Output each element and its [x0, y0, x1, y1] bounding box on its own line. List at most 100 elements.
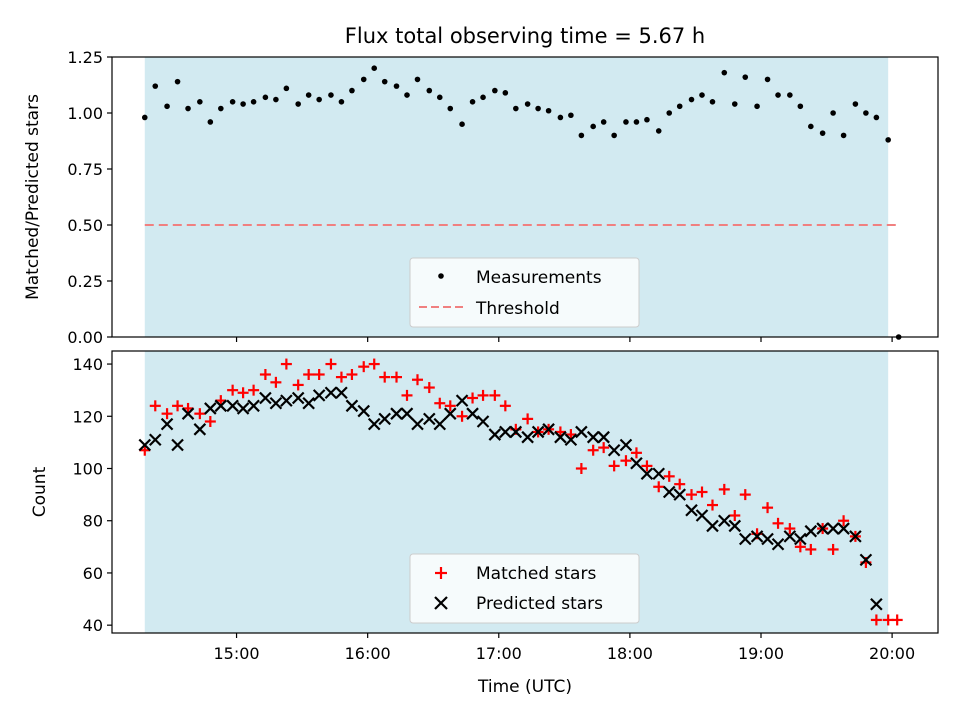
measurement-point — [830, 110, 836, 116]
matched-stars-point — [641, 460, 653, 472]
measurement-point — [709, 99, 716, 105]
predicted-stars-point — [269, 396, 283, 410]
y-tick-label: 60 — [83, 564, 103, 583]
predicted-stars-point — [783, 530, 797, 543]
measurement-point — [469, 99, 476, 105]
predicted-stars-point — [411, 417, 424, 431]
measurement-point — [742, 74, 749, 80]
measurement-point — [273, 96, 279, 103]
matched-stars-point — [379, 371, 391, 383]
measurement-point — [164, 103, 170, 110]
predicted-stars-point — [226, 399, 239, 413]
y-tick-label: 40 — [83, 616, 103, 635]
measurement-point — [426, 87, 433, 94]
matched-stars-point — [805, 543, 817, 555]
predicted-stars-point — [259, 391, 272, 405]
predicted-stars-point — [367, 417, 381, 431]
measurement-point — [535, 105, 541, 112]
predicted-stars-point — [685, 503, 698, 517]
bottom-x-ticks: 15:00 16:00 17:00 18:00 19:00 20:00 — [214, 633, 915, 663]
matched-stars-point — [772, 517, 784, 529]
predicted-stars-point — [630, 456, 643, 470]
matched-stars-point — [292, 379, 304, 391]
predicted-stars-point — [499, 425, 512, 439]
legend-predicted-label: Predicted stars — [476, 594, 603, 614]
measurement-point — [283, 85, 290, 92]
measurement-point — [699, 92, 705, 98]
matched-stars-point — [706, 499, 718, 511]
matched-stars-point — [587, 444, 599, 456]
predicted-stars-point — [433, 417, 447, 431]
top-y-ticks: 0.00 0.25 0.50 0.75 1.00 1.25 — [67, 48, 112, 347]
top-panel-frame — [111, 56, 939, 338]
predicted-stars-point — [761, 532, 774, 546]
measurement-point — [840, 132, 847, 139]
measurement-point — [414, 76, 421, 83]
legend-predicted-marker — [434, 596, 448, 610]
measurement-point — [513, 105, 519, 112]
matched-stars-point — [794, 541, 806, 553]
matched-stars-point — [467, 392, 479, 404]
bottom-y-axis-label: Count — [30, 466, 50, 517]
matched-stars-point — [270, 376, 282, 388]
predicted-stars-point — [345, 399, 359, 413]
predicted-stars-point — [193, 423, 207, 436]
predicted-stars-point — [302, 396, 315, 410]
predicted-stars-point — [673, 488, 686, 501]
matched-stars-point — [608, 460, 620, 472]
measurement-point — [197, 99, 203, 105]
measurement-point — [492, 87, 498, 94]
top-y-axis-label: Matched/Predicted stars — [23, 94, 43, 300]
matched-stars-point — [358, 361, 370, 373]
predicted-stars-point — [204, 402, 217, 415]
predicted-stars-point — [738, 532, 752, 546]
matched-stars-point — [477, 389, 489, 401]
matched-stars-point — [739, 489, 751, 501]
measurement-point — [819, 130, 826, 136]
measurement-point — [590, 123, 596, 130]
matched-stars-point — [259, 369, 271, 380]
predicted-stars-point — [466, 407, 479, 420]
legend-measurements-marker — [438, 273, 444, 279]
predicted-stars-point — [181, 407, 195, 420]
predicted-stars-point — [652, 467, 666, 481]
predicted-stars-point — [586, 430, 600, 444]
matched-stars-point — [227, 384, 239, 396]
measurement-point — [250, 99, 257, 105]
measurement-point — [557, 114, 564, 121]
measurement-point — [381, 78, 388, 85]
predicted-stars-point — [291, 391, 305, 405]
measurement-point — [666, 110, 673, 116]
measurement-point — [852, 101, 859, 107]
measurement-point — [873, 114, 880, 121]
matched-stars-point — [423, 382, 435, 394]
x-tick-label: 19:00 — [738, 644, 784, 663]
y-tick-label: 120 — [72, 407, 103, 426]
predicted-stars-point — [575, 425, 588, 439]
matched-stars-point — [838, 515, 850, 527]
predicted-stars-point — [476, 415, 490, 428]
matched-stars-point — [172, 400, 184, 412]
measurement-point — [545, 107, 552, 114]
matched-stars-point — [784, 523, 796, 535]
matched-stars-point — [663, 470, 675, 482]
predicted-stars-point — [488, 428, 502, 441]
legend-matched-marker — [435, 567, 447, 579]
matched-stars-point — [489, 389, 501, 401]
matched-stars-point — [696, 486, 708, 498]
predicted-stars-point — [619, 438, 633, 452]
predicted-stars-point — [521, 430, 534, 444]
predicted-stars-point — [455, 394, 469, 407]
measurement-point — [436, 94, 443, 101]
matched-stars-point — [204, 416, 216, 427]
y-tick-label: 0.50 — [67, 216, 103, 235]
measurement-point — [754, 103, 760, 110]
matched-stars-point — [827, 543, 839, 555]
predicted-stars-point — [378, 412, 391, 426]
matched-stars-point — [598, 442, 610, 454]
matched-stars-point — [674, 478, 686, 490]
measurement-point — [207, 119, 214, 125]
measurement-point — [611, 132, 617, 139]
measurement-point — [600, 119, 607, 125]
measurement-point — [174, 78, 181, 85]
